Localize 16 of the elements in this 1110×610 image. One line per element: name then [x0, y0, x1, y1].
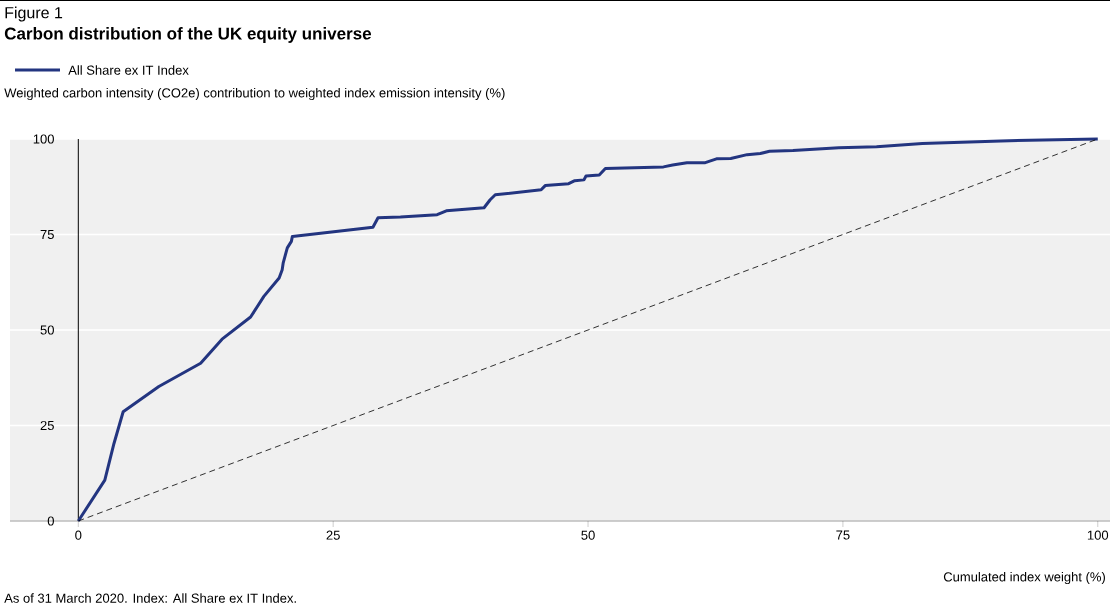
y-tick-label: 100 — [33, 134, 54, 144]
chart-title: Carbon distribution of the UK equity universe — [4, 27, 372, 43]
x-tick-label: 75 — [836, 530, 850, 540]
y-axis-title: Weighted carbon intensity (CO2e) contribution to weighted index emission intensity (%) — [4, 87, 505, 101]
text: As of 31 March 2020. Index: All Share ex IT Index. — [4, 593, 296, 603]
x-axis-title: Cumulated index weight (%) — [943, 571, 1105, 585]
x-tick-label: 0 — [75, 530, 82, 540]
x-tick-label: 50 — [581, 530, 595, 540]
x-tick-label: 100 — [1087, 530, 1109, 540]
y-tick-label: 0 — [47, 516, 54, 526]
y-tick-label: 25 — [40, 420, 54, 431]
y-tick-label: 50 — [40, 325, 54, 335]
chart-subtitle: Figure 1 — [5, 6, 63, 22]
y-tick-label: 75 — [40, 229, 54, 240]
x-tick-label: 25 — [326, 530, 340, 540]
legend-label: All Share ex IT Index — [68, 65, 189, 75]
